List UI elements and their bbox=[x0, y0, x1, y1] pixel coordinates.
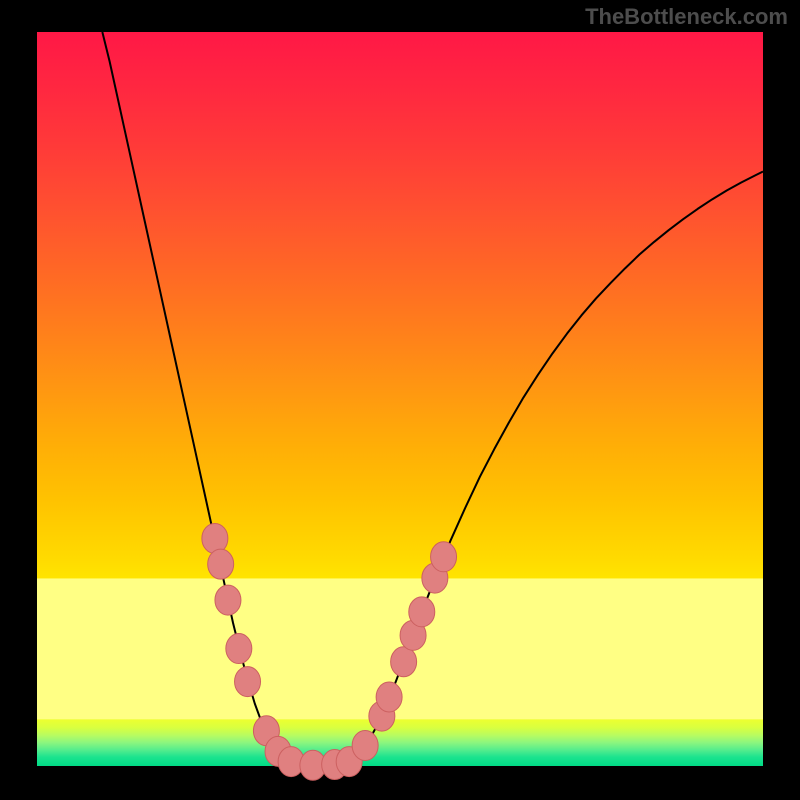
marker-point bbox=[391, 647, 417, 677]
marker-point bbox=[431, 542, 457, 572]
watermark-text: TheBottleneck.com bbox=[585, 4, 788, 30]
bottleneck-chart: TheBottleneck.com bbox=[0, 0, 800, 800]
marker-point bbox=[376, 682, 402, 712]
marker-point bbox=[208, 549, 234, 579]
marker-point bbox=[352, 730, 378, 760]
marker-point bbox=[235, 667, 261, 697]
chart-svg bbox=[0, 0, 800, 800]
marker-point bbox=[409, 597, 435, 627]
marker-point bbox=[226, 634, 252, 664]
marker-point bbox=[215, 585, 241, 615]
marker-point bbox=[202, 523, 228, 553]
